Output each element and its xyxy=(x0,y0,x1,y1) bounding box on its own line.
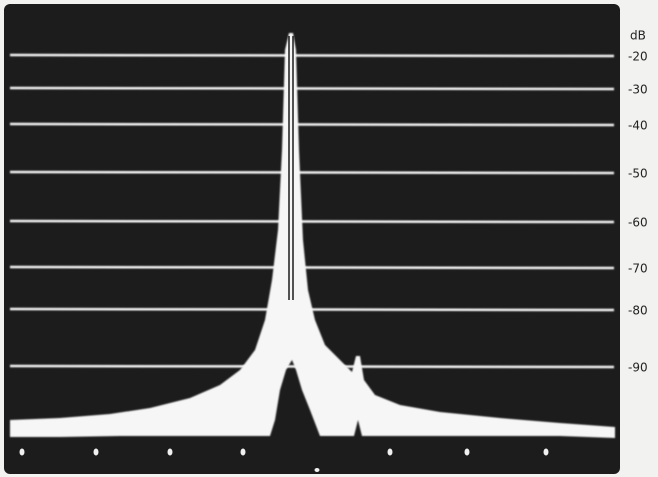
scale-label: -30 xyxy=(628,83,648,97)
graticule-line xyxy=(10,221,614,222)
scale-label: -60 xyxy=(628,216,648,230)
scale-label: -80 xyxy=(628,304,648,318)
graticule-line xyxy=(10,55,614,56)
scale-label: -40 xyxy=(628,119,648,133)
unit-label: dB xyxy=(630,29,646,43)
scale-label: -70 xyxy=(628,262,648,276)
scale-label: -90 xyxy=(628,361,648,375)
graticule-line xyxy=(10,267,614,268)
scale-label: -50 xyxy=(628,167,648,181)
graticule-line xyxy=(10,124,614,125)
graticule-line xyxy=(10,172,614,173)
graticule-line xyxy=(10,88,614,89)
spectrum-photo: dB -20 -30 -40 -50 -60 -70 -80 -90 xyxy=(0,0,658,477)
scale-label: -20 xyxy=(628,50,648,64)
scale-labels: -20 -30 -40 -50 -60 -70 -80 -90 xyxy=(628,50,648,375)
